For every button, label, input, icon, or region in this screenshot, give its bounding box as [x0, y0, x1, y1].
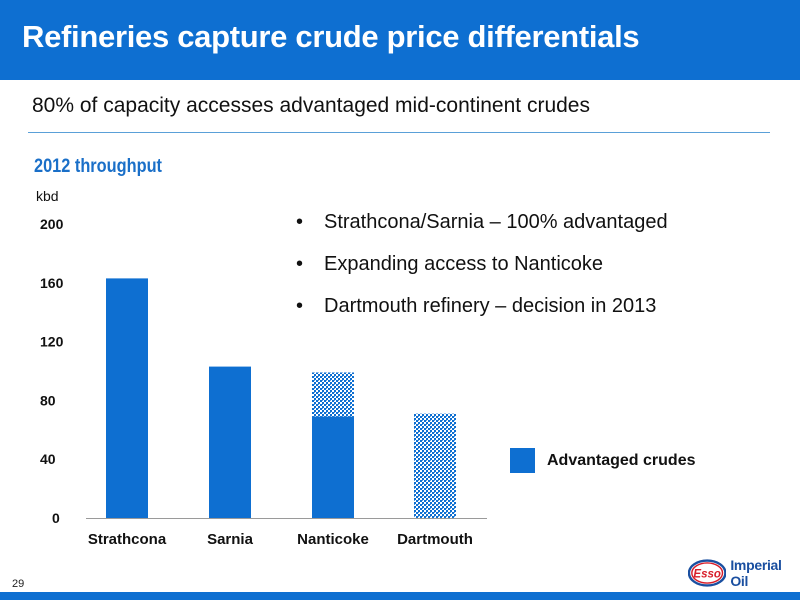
divider-line — [28, 132, 770, 133]
y-tick-label: 160 — [40, 275, 64, 291]
legend-label: Advantaged crudes — [547, 451, 696, 469]
bullet-item: • Dartmouth refinery – decision in 2013 — [296, 295, 657, 317]
chart-legend: Advantaged crudes — [510, 448, 695, 473]
throughput-bar-chart: 0 40 80 120 160 200 Strathcona Sarnia Nanticoke… — [40, 216, 487, 548]
y-tick-label: 80 — [40, 392, 56, 408]
bar-dartmouth-hatched — [414, 413, 456, 518]
page-number: 29 — [12, 578, 25, 590]
y-tick-label: 40 — [40, 451, 56, 467]
bar-nanticoke-hatched — [312, 372, 354, 417]
bullet-list: • Strathcona/Sarnia – 100% advantaged • Ex… — [296, 208, 668, 334]
logo-wordmark: Imperial Oil — [730, 557, 782, 589]
legend-swatch — [510, 448, 535, 473]
x-axis-labels: Strathcona Sarnia Nanticoke Dartmouth — [88, 531, 473, 548]
imperial-oil-logo: Esso Imperial Oil — [688, 557, 800, 589]
chart-heading: 2012 throughput — [34, 156, 163, 177]
bar-strathcona-solid — [106, 278, 148, 518]
y-axis-ticks: 0 40 80 120 160 200 — [40, 216, 64, 526]
slide-title: Refineries capture crude price different… — [22, 19, 640, 54]
x-tick-label: Dartmouth — [397, 531, 473, 548]
y-tick-label: 0 — [52, 510, 60, 526]
y-tick-label: 200 — [40, 216, 64, 232]
x-tick-label: Strathcona — [88, 531, 167, 548]
title-banner: Refineries capture crude price different… — [0, 0, 800, 80]
bullet-item: • Expanding access to Nanticoke — [296, 253, 604, 275]
footer-bar — [0, 592, 800, 600]
slide-subtitle: 80% of capacity accesses advantaged mid-… — [32, 94, 590, 117]
x-tick-label: Nanticoke — [297, 531, 369, 548]
bar-sarnia-solid — [209, 366, 251, 518]
y-axis-unit-label: kbd — [36, 188, 59, 204]
bar-series — [106, 278, 456, 518]
svg-text:Esso: Esso — [693, 568, 721, 580]
bullet-item: • Strathcona/Sarnia – 100% advantaged — [296, 211, 668, 233]
y-tick-label: 120 — [40, 334, 64, 350]
x-tick-label: Sarnia — [207, 531, 254, 548]
esso-logo-icon: Esso — [688, 559, 727, 587]
bar-nanticoke-solid — [312, 416, 354, 518]
